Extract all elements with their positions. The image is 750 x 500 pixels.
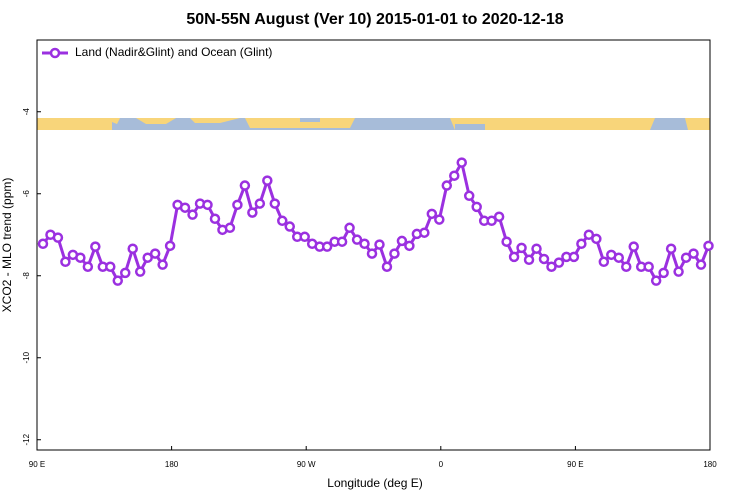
data-point bbox=[299, 231, 310, 243]
data-point bbox=[471, 201, 482, 213]
data-point bbox=[119, 267, 131, 279]
data-point bbox=[202, 199, 213, 211]
data-point bbox=[591, 233, 602, 245]
x-tick-label: 90 E bbox=[29, 460, 45, 469]
data-point bbox=[434, 214, 445, 225]
data-point bbox=[82, 261, 94, 272]
data-point bbox=[673, 266, 684, 277]
data-point bbox=[568, 251, 580, 263]
data-point bbox=[366, 248, 378, 259]
data-point bbox=[650, 275, 662, 286]
data-point bbox=[157, 259, 168, 270]
y-axis-label: XCO2 - MLO trend (ppm) bbox=[0, 178, 14, 313]
plot-frame bbox=[36, 39, 711, 451]
data-point bbox=[449, 170, 460, 181]
data-point bbox=[553, 257, 565, 268]
data-point bbox=[404, 240, 415, 252]
data-point bbox=[127, 243, 138, 254]
data-point bbox=[688, 248, 699, 259]
data-point bbox=[426, 208, 438, 220]
data-point bbox=[598, 256, 610, 268]
y-tick-label: -10 bbox=[22, 351, 31, 363]
data-point bbox=[359, 238, 370, 250]
data-point bbox=[613, 252, 625, 263]
y-tick-label: -6 bbox=[22, 190, 31, 198]
y-tick-label: -4 bbox=[22, 108, 31, 116]
data-point bbox=[389, 248, 400, 259]
chart-title: 50N-55N August (Ver 10) 2015-01-01 to 20… bbox=[186, 11, 563, 28]
data-point bbox=[247, 207, 258, 218]
land-ocean-strip bbox=[37, 118, 710, 130]
data-point bbox=[538, 253, 550, 265]
data-point bbox=[516, 242, 527, 254]
data-point bbox=[269, 198, 281, 209]
data-point bbox=[643, 261, 654, 272]
data-point bbox=[344, 222, 355, 234]
data-point bbox=[52, 232, 64, 243]
data-point bbox=[277, 215, 288, 227]
data-point bbox=[232, 199, 243, 211]
data-point bbox=[262, 175, 273, 186]
data-point bbox=[187, 209, 198, 220]
data-point bbox=[149, 248, 161, 259]
data-point bbox=[105, 261, 116, 272]
data-point bbox=[680, 252, 692, 263]
data-point bbox=[209, 213, 221, 225]
data-point bbox=[351, 234, 363, 245]
data-point bbox=[75, 252, 86, 263]
data-point bbox=[419, 227, 430, 238]
legend-label: Land (Nadir&Glint) and Ocean (Glint) bbox=[75, 45, 272, 59]
data-point bbox=[224, 222, 236, 234]
legend: Land (Nadir&Glint) and Ocean (Glint) bbox=[42, 45, 272, 59]
data-point bbox=[583, 229, 595, 240]
data-point bbox=[134, 266, 146, 277]
x-tick-label: 90 W bbox=[297, 460, 316, 469]
data-point bbox=[456, 157, 467, 168]
data-point bbox=[90, 241, 101, 252]
data-point bbox=[501, 236, 512, 247]
data-point bbox=[321, 241, 333, 252]
x-tick-label: 180 bbox=[703, 460, 717, 469]
data-point bbox=[620, 261, 632, 272]
data-point bbox=[703, 240, 714, 252]
y-tick-label: -8 bbox=[22, 272, 31, 280]
data-point bbox=[508, 251, 520, 263]
x-tick-label: 0 bbox=[439, 460, 444, 469]
data-point bbox=[396, 235, 408, 247]
data-point bbox=[164, 240, 176, 252]
data-point bbox=[576, 238, 587, 250]
data-point bbox=[374, 239, 385, 250]
data-point bbox=[142, 252, 153, 263]
legend-marker bbox=[49, 47, 61, 59]
data-point bbox=[628, 241, 639, 252]
data-point bbox=[546, 261, 557, 272]
x-tick-label: 90 E bbox=[567, 460, 583, 469]
data-point bbox=[486, 215, 497, 227]
data-point bbox=[523, 254, 535, 266]
data-point bbox=[463, 190, 475, 202]
data-point bbox=[531, 243, 542, 254]
y-tick-label: -12 bbox=[22, 433, 31, 445]
data-point bbox=[441, 180, 453, 191]
data-point bbox=[493, 211, 505, 222]
data-point bbox=[381, 261, 393, 272]
data-point bbox=[254, 198, 266, 209]
data-point bbox=[239, 180, 251, 191]
data-point bbox=[179, 202, 191, 213]
x-tick-label: 180 bbox=[165, 460, 179, 469]
x-axis-label: Longitude (deg E) bbox=[327, 476, 422, 490]
data-point bbox=[665, 243, 677, 254]
data-point bbox=[658, 267, 669, 279]
data-point bbox=[112, 275, 124, 286]
data-point bbox=[284, 221, 295, 232]
data-point bbox=[695, 259, 707, 270]
data-point bbox=[37, 238, 49, 250]
data-point bbox=[60, 256, 71, 268]
data-point bbox=[336, 236, 348, 247]
